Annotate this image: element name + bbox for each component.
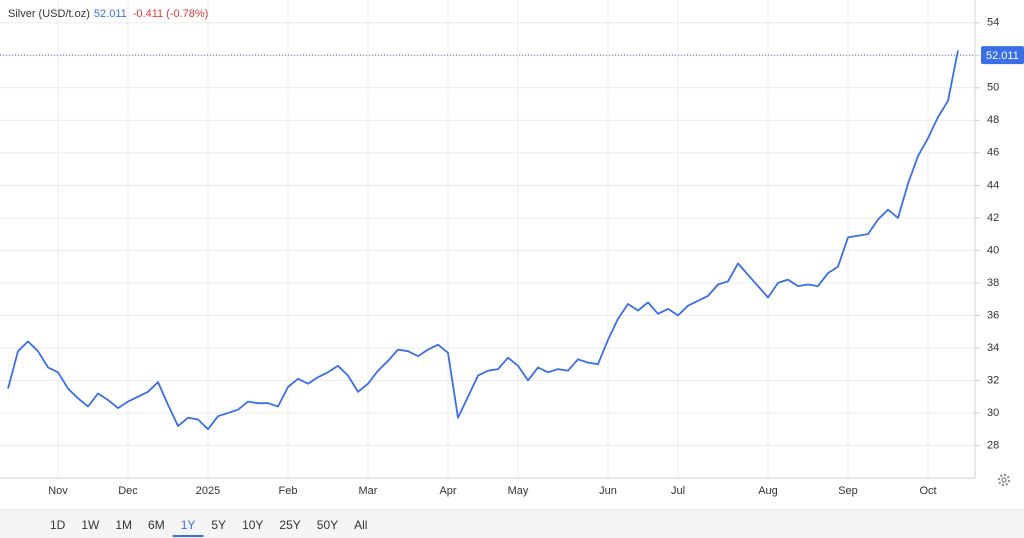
x-tick-label: Apr xyxy=(439,485,456,497)
last-price-label: 52.011 xyxy=(986,50,1019,62)
x-tick-label: Nov xyxy=(48,485,68,497)
y-tick-label: 30 xyxy=(987,407,999,419)
range-button[interactable]: All xyxy=(354,518,367,532)
last-price-box xyxy=(981,46,1024,65)
y-tick-label: 54 xyxy=(987,17,999,29)
y-tick-label: 34 xyxy=(987,342,999,354)
x-tick-label: 2025 xyxy=(196,485,220,497)
x-tick-label: Jul xyxy=(671,485,685,497)
x-tick-label: Feb xyxy=(279,485,298,497)
toolbar-bg xyxy=(0,510,1024,538)
price-line xyxy=(7,50,959,431)
range-button[interactable]: 6M xyxy=(148,518,165,532)
gear-teeth xyxy=(998,474,1010,486)
range-button[interactable]: 1W xyxy=(81,518,100,532)
range-button[interactable]: 1D xyxy=(50,518,66,532)
y-tick-label: 48 xyxy=(987,114,999,126)
x-tick-label: Aug xyxy=(758,485,778,497)
range-button[interactable]: 25Y xyxy=(279,518,300,532)
price-change: -0.411 (-0.78%) xyxy=(133,8,209,20)
y-tick-label: 38 xyxy=(987,277,999,289)
chart-title: Silver (USD/t.oz) xyxy=(8,8,90,20)
gear-hub xyxy=(1001,477,1007,483)
last-price: 52.011 xyxy=(94,8,127,20)
y-tick-label: 36 xyxy=(987,309,999,321)
x-tick-label: Jun xyxy=(599,485,617,497)
range-button[interactable]: 1M xyxy=(115,518,132,532)
y-tick-label: 44 xyxy=(987,179,999,191)
range-button[interactable]: 5Y xyxy=(211,518,226,532)
y-tick-label: 32 xyxy=(987,374,999,386)
x-tick-label: May xyxy=(508,485,529,497)
y-tick-label: 42 xyxy=(987,212,999,224)
range-button[interactable]: 10Y xyxy=(242,518,263,532)
range-button[interactable]: 1Y xyxy=(181,518,196,532)
x-tick-label: Mar xyxy=(359,485,378,497)
range-button[interactable]: 50Y xyxy=(317,518,338,532)
header: Silver (USD/t.oz) 52.011 -0.411 (-0.78%) xyxy=(8,8,208,20)
y-tick-label: 50 xyxy=(987,82,999,94)
x-tick-label: Sep xyxy=(838,485,858,497)
y-tick-label: 40 xyxy=(987,244,999,256)
y-tick-label: 28 xyxy=(987,439,999,451)
x-tick-label: Dec xyxy=(118,485,138,497)
settings-icon[interactable] xyxy=(998,474,1010,486)
x-tick-label: Oct xyxy=(919,485,936,497)
y-tick-label: 46 xyxy=(987,147,999,159)
